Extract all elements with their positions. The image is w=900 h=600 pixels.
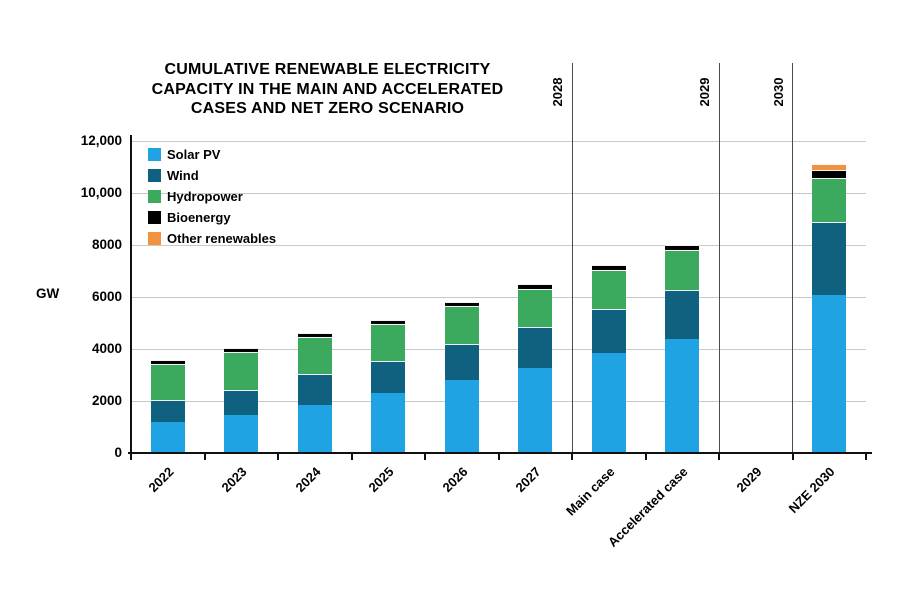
bar-segment (444, 344, 479, 381)
y-axis-tick-label: 10,000 (80, 185, 122, 200)
x-axis-tick (571, 454, 573, 460)
gridline (131, 140, 866, 142)
bar-segment (444, 380, 479, 453)
bar-segment (591, 309, 626, 354)
bar-segment (371, 324, 406, 361)
y-axis-tick-label: 0 (114, 445, 122, 460)
bar-segment (150, 400, 185, 423)
bar-segment (297, 332, 332, 338)
legend-swatch (148, 232, 161, 245)
bar-segment (665, 289, 700, 340)
bar-segment (665, 250, 700, 290)
legend: Solar PV Wind Hydropower Bioenergy Other ren… (148, 144, 276, 249)
legend-swatch (148, 190, 161, 203)
section-year-label: 2028 (550, 77, 565, 107)
y-axis-tick-label: 2000 (91, 393, 122, 408)
x-axis-tick (350, 454, 353, 460)
section-divider-line (571, 63, 573, 453)
legend-item: Bioenergy (148, 207, 276, 228)
section-divider-line (792, 63, 793, 453)
bar-segment (665, 244, 700, 251)
bar-segment (150, 422, 185, 453)
bar-segment (371, 319, 406, 325)
bar-segment (812, 164, 847, 170)
x-axis-tick (791, 454, 794, 460)
gridline (131, 348, 866, 350)
x-axis-line (128, 452, 872, 454)
bar-segment (591, 270, 626, 310)
bar-segment (518, 327, 553, 368)
x-axis-tick (277, 454, 279, 460)
bar-segment (518, 367, 553, 453)
legend-label: Hydropower (167, 189, 243, 204)
bar-segment (297, 373, 332, 405)
bar-segment (224, 347, 259, 353)
x-axis-tick (203, 454, 206, 460)
x-axis-tick (865, 454, 867, 460)
bar-segment (224, 389, 259, 416)
bar-segment (444, 306, 479, 345)
legend-label: Bioenergy (167, 210, 231, 225)
bar-segment (297, 404, 332, 453)
y-axis-tick-label: 12,000 (80, 133, 122, 148)
x-axis-tick (718, 454, 720, 460)
x-axis-tick (130, 454, 132, 460)
gridline (131, 192, 866, 194)
chart-title-line-2: CAPACITY IN THE MAIN AND ACCELERATED (151, 80, 504, 98)
x-axis-tick (644, 454, 647, 460)
y-axis-line (130, 135, 132, 455)
y-axis-tick-label: 4000 (91, 341, 122, 356)
chart-title: CUMULATIVE RENEWABLE ELECTRICITY CAPACIT… (115, 60, 540, 119)
chart-title-line-3: CASES AND NET ZERO SCENARIO (190, 100, 465, 117)
legend-swatch (148, 169, 161, 182)
gridline (131, 244, 866, 246)
legend-item: Solar PV (148, 144, 276, 165)
legend-label: Wind (167, 168, 199, 183)
x-axis-tick (424, 454, 426, 460)
x-axis-tick (497, 454, 500, 460)
legend-item: Hydropower (148, 186, 276, 207)
legend-item: Wind (148, 165, 276, 186)
legend-label: Solar PV (167, 147, 221, 162)
bar-segment (297, 337, 332, 374)
legend-item: Other renewables (148, 228, 276, 249)
bar-segment (444, 301, 479, 307)
gridline (131, 296, 866, 298)
bar-segment (591, 353, 626, 453)
bar-segment (665, 339, 700, 453)
bar-segment (371, 392, 406, 453)
section-year-label: 2029 (697, 77, 712, 107)
bar-segment (150, 359, 185, 365)
bar-segment (371, 360, 406, 393)
bar-segment (150, 364, 185, 401)
bar-segment (812, 177, 847, 222)
section-divider-line (718, 63, 720, 453)
gridline (131, 400, 866, 402)
bar-segment (224, 415, 259, 453)
bar-segment (518, 283, 553, 289)
bar-segment (812, 169, 847, 178)
legend-swatch (148, 211, 161, 224)
legend-label: Other renewables (167, 231, 277, 246)
y-axis-tick-label: 8000 (91, 237, 122, 252)
bar-segment (224, 352, 259, 390)
bar-segment (812, 294, 847, 453)
section-year-label: 2030 (770, 77, 786, 107)
bar-segment (518, 288, 553, 328)
y-axis-tick-label: 6000 (91, 289, 122, 304)
bar-segment (812, 221, 847, 295)
legend-swatch (148, 148, 161, 161)
bar-segment (591, 264, 626, 271)
y-axis-unit-label: GW (36, 286, 60, 301)
chart-title-line-1: CUMULATIVE RENEWABLE ELECTRICITY (164, 61, 491, 78)
